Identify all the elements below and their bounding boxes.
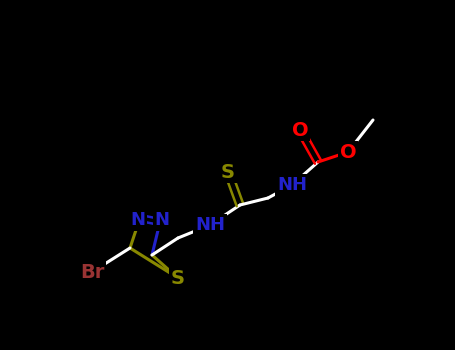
Text: NH: NH (195, 216, 225, 234)
Text: O: O (340, 142, 356, 161)
Text: S: S (171, 268, 185, 287)
Text: O: O (292, 120, 308, 140)
Text: N: N (155, 211, 170, 229)
Text: Br: Br (80, 262, 104, 281)
Text: N: N (131, 211, 146, 229)
Text: NH: NH (277, 176, 307, 194)
Text: S: S (221, 162, 235, 182)
